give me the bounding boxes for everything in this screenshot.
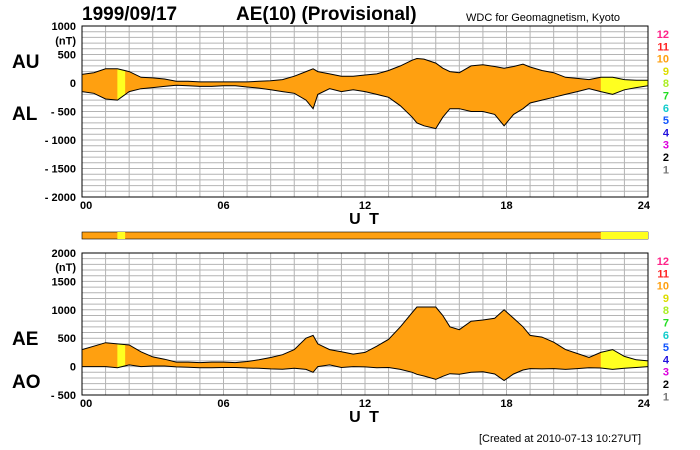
x-tick-label: 18 [500,200,512,212]
level-scale-label: 7 [663,91,669,103]
plot-date: 1999/09/17 [82,4,178,25]
x-tick-label: 06 [217,398,229,410]
plot-title: AE(10) (Provisional) [236,4,417,25]
level-scale-label: 11 [657,41,669,53]
level-scale-label: 6 [663,330,669,342]
level-scale-label: 7 [663,318,669,330]
x-tick-label: 18 [500,398,512,410]
level-scale-label: 1 [663,391,669,403]
level-scale-label: 9 [663,293,669,305]
level-scale-label: 4 [663,127,670,139]
created-timestamp: [Created at 2010-07-13 10:27UT] [479,433,642,445]
activity-color-bar [81,231,649,240]
y-tick-label: 2000 [52,248,76,260]
area-fill-0 [82,58,648,129]
level-scale-label: 4 [663,354,670,366]
level-scale-label: 8 [663,78,669,90]
y-tick-label: 500 [58,50,76,62]
y-tick-label: 0 [70,362,76,374]
level-scale-label: 1 [663,164,669,176]
y-tick-label: 0 [70,78,76,90]
x-tick-label: 00 [80,200,92,212]
data-source: WDC for Geomagnetism, Kyoto [466,12,621,24]
y-tick-label: 1000 [52,21,76,33]
level-scale-label: 6 [663,103,669,115]
y-tick-label: - 1000 [45,135,76,147]
series-line-au [81,57,648,83]
highlight-band [117,307,126,381]
y-tick-label: 1000 [52,305,76,317]
au-label: AU [12,52,40,73]
activity-bar-highlight [117,232,126,239]
y-tick-label: - 500 [51,390,76,402]
y-unit-label: (nT) [55,262,76,274]
level-scale-label: 3 [663,367,669,379]
level-scale-label: 2 [663,152,669,164]
level-scale-label: 10 [657,54,669,66]
level-scale-label: 11 [657,268,669,280]
y-tick-label: - 1500 [45,164,76,176]
series-line-ao [82,364,649,382]
plot-frame [81,25,649,198]
ao-label: AO [12,372,41,393]
highlight-band [117,58,126,129]
y-tick-label: 500 [58,333,76,345]
y-unit-label: (nT) [55,35,76,47]
level-scale-label: 9 [663,66,669,78]
series-line-al [81,84,649,130]
activity-bar-highlight [600,232,648,239]
plot-frame [81,252,649,396]
x-axis-label: U T [349,409,381,426]
level-scale-label: 2 [663,379,669,391]
x-tick-label: 06 [217,200,229,212]
x-tick-label: 12 [359,398,371,410]
al-label: AL [12,104,38,125]
x-tick-label: 12 [359,200,371,212]
y-tick-label: 1500 [52,276,76,288]
level-scale-label: 5 [663,115,669,127]
series-line-ae [81,306,649,364]
ae-label: AE [12,329,39,350]
level-scale-label: 12 [657,256,669,268]
x-axis-label: U T [349,211,381,228]
level-scale-label: 12 [657,29,669,41]
y-tick-label: - 500 [51,107,76,119]
level-scale-label: 10 [657,281,669,293]
level-scale-label: 8 [663,305,669,317]
x-tick-label: 24 [638,200,651,212]
level-scale-label: 5 [663,342,669,354]
y-tick-label: - 2000 [45,192,76,204]
x-tick-label: 00 [80,398,92,410]
level-scale-label: 3 [663,140,669,152]
x-tick-label: 24 [638,398,651,410]
